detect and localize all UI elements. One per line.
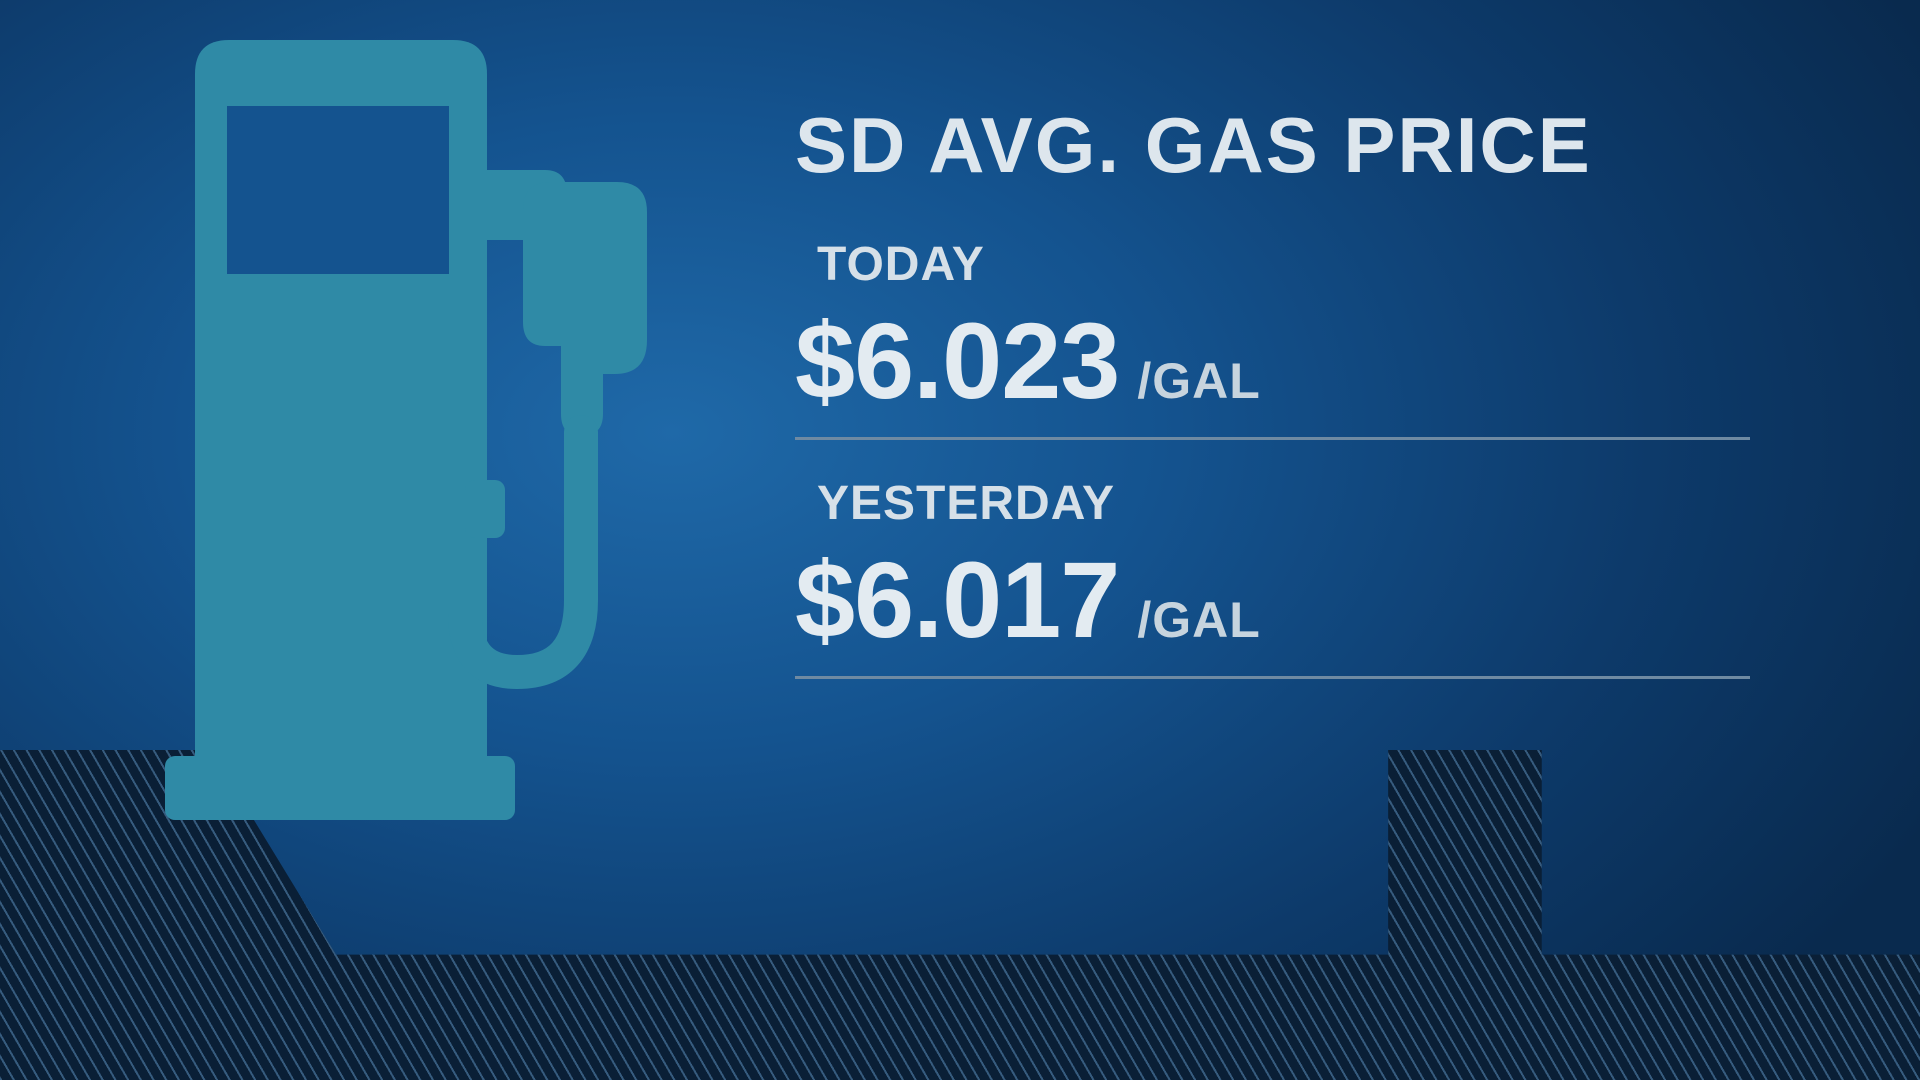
row-label-today: TODAY [817,237,1750,292]
panel-title: SD AVG. GAS PRICE [795,100,1750,191]
unit-today: /GAL [1137,352,1260,410]
price-line-yesterday: $6.017 /GAL [795,537,1750,662]
price-today: $6.023 [795,298,1119,423]
gas-pump-icon [165,40,665,820]
price-panel: SD AVG. GAS PRICE TODAY $6.023 /GAL YEST… [795,100,1750,715]
price-yesterday: $6.017 [795,537,1119,662]
unit-yesterday: /GAL [1137,591,1260,649]
divider-1 [795,437,1750,440]
row-label-yesterday: YESTERDAY [817,476,1750,531]
divider-2 [795,676,1750,679]
price-line-today: $6.023 /GAL [795,298,1750,423]
